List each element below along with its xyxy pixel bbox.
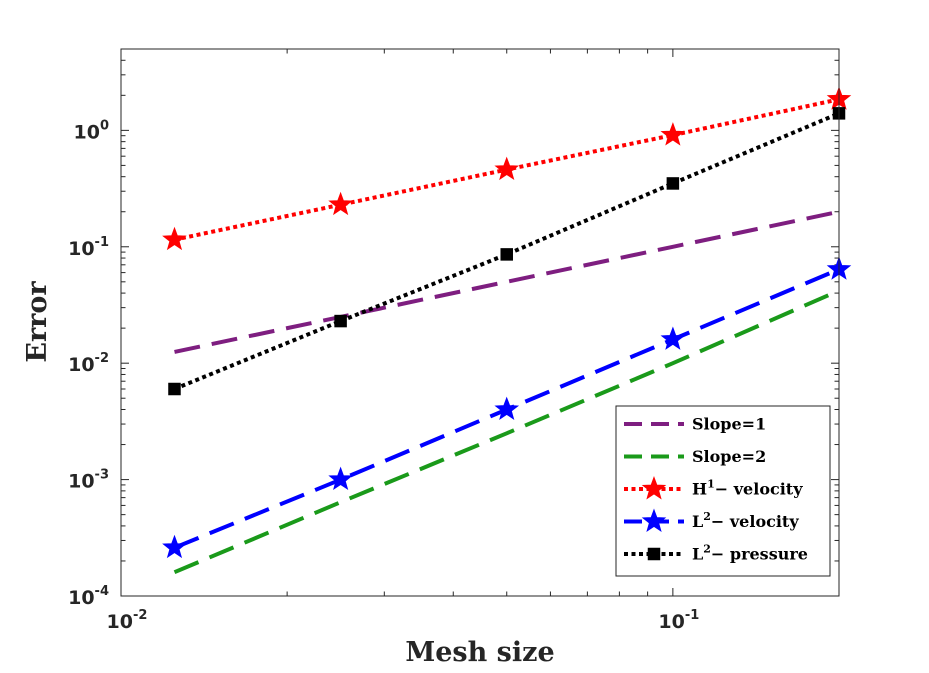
legend-item: L2− velocity bbox=[624, 508, 799, 532]
legend-item: Slope=2 bbox=[624, 447, 766, 466]
legend-label: Slope=1 bbox=[692, 415, 766, 434]
y-tick-label: 10-3 bbox=[68, 468, 109, 493]
y-axis-title: Error bbox=[22, 281, 53, 363]
legend-label: H1− velocity bbox=[692, 478, 803, 499]
y-tick-exponent: -1 bbox=[95, 235, 109, 250]
legend-swatch-marker bbox=[641, 476, 667, 500]
y-tick-base: 10 bbox=[68, 238, 94, 260]
legend-label: L2− velocity bbox=[692, 510, 799, 531]
x-tick-labels: 10-2 10-1 bbox=[107, 608, 700, 633]
data-point bbox=[494, 396, 520, 420]
legend-label-rest: − pressure bbox=[711, 545, 808, 564]
legend-swatch-marker bbox=[647, 547, 661, 561]
y-tick-base: 10 bbox=[68, 354, 94, 376]
data-point bbox=[328, 466, 353, 491]
y-tick-label: 10-4 bbox=[68, 584, 109, 609]
x-tick-exponent: -2 bbox=[133, 608, 147, 623]
legend-label-sup: 1 bbox=[707, 478, 715, 491]
x-tick-exponent: -1 bbox=[685, 608, 699, 623]
y-tick-base: 10 bbox=[74, 121, 100, 143]
legend-item: H1− velocity bbox=[624, 476, 803, 500]
data-point bbox=[500, 248, 513, 261]
legend-label-sup: 2 bbox=[703, 543, 711, 556]
data-point bbox=[328, 191, 353, 216]
data-point bbox=[168, 382, 181, 396]
y-tick-label: 100 bbox=[74, 118, 110, 143]
data-point bbox=[660, 122, 686, 146]
data-point bbox=[666, 177, 680, 190]
y-tick-exponent: 0 bbox=[100, 118, 109, 133]
legend-label: Slope=2 bbox=[692, 447, 766, 466]
series-slope-1 bbox=[174, 209, 840, 354]
y-tick-exponent: -3 bbox=[95, 468, 109, 483]
data-point bbox=[660, 326, 686, 350]
y-tick-base: 10 bbox=[68, 471, 94, 493]
data-point bbox=[334, 314, 347, 328]
legend-label-main: H bbox=[692, 480, 707, 499]
legend-item: Slope=1 bbox=[624, 415, 766, 434]
x-tick-base: 10 bbox=[107, 611, 133, 633]
series-line bbox=[174, 209, 840, 354]
series-h1-velocity bbox=[162, 86, 852, 251]
series-line bbox=[173, 288, 840, 575]
y-tick-exponent: -4 bbox=[95, 584, 109, 599]
data-point bbox=[162, 534, 187, 559]
y-tick-label: 10-2 bbox=[68, 351, 109, 376]
legend-label: L2− pressure bbox=[692, 543, 808, 564]
series-slope-2 bbox=[173, 288, 840, 575]
legend-label-rest: − velocity bbox=[711, 512, 799, 531]
x-tick-label: 10-1 bbox=[658, 608, 699, 633]
legend-label-main: L bbox=[692, 512, 703, 531]
legend-label-main: L bbox=[692, 545, 703, 564]
legend-label-main: Slope=2 bbox=[692, 447, 766, 466]
data-point bbox=[162, 226, 187, 251]
series-l2-pressure bbox=[168, 107, 846, 396]
legend-label-rest: − velocity bbox=[715, 480, 803, 499]
legend-label-sup: 2 bbox=[703, 510, 711, 523]
x-axis-title: Mesh size bbox=[405, 637, 554, 668]
y-tick-label: 10-1 bbox=[68, 235, 109, 260]
plot-area-frame bbox=[120, 48, 840, 597]
x-tick-label: 10-2 bbox=[107, 608, 148, 633]
legend-swatch-marker bbox=[641, 508, 667, 532]
data-point bbox=[494, 156, 520, 181]
x-tick-base: 10 bbox=[658, 611, 684, 633]
legend-label-main: Slope=1 bbox=[692, 415, 766, 434]
legend-item: L2− pressure bbox=[624, 543, 808, 564]
y-tick-exponent: -2 bbox=[95, 351, 109, 366]
y-tick-base: 10 bbox=[68, 587, 94, 609]
